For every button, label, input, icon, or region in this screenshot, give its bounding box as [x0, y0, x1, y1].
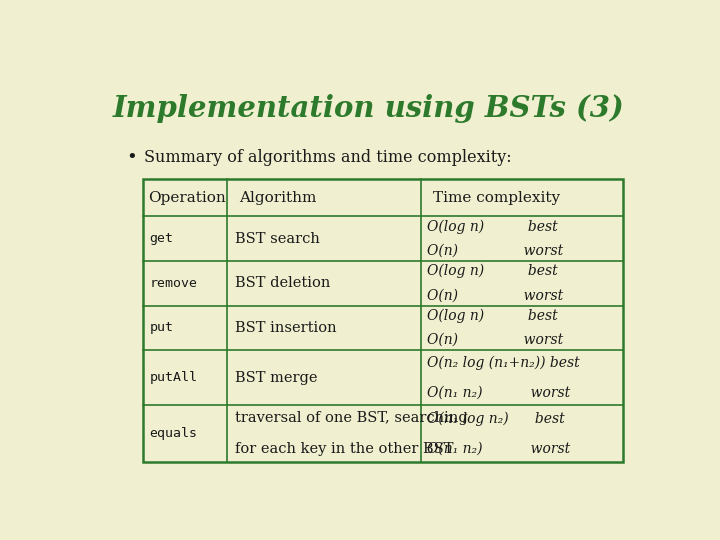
Text: O(log n)          best: O(log n) best — [428, 264, 558, 279]
Text: O(log n)          best: O(log n) best — [428, 219, 558, 234]
Text: Algorithm: Algorithm — [238, 191, 316, 205]
Text: for each key in the other BST: for each key in the other BST — [235, 442, 454, 456]
Text: Operation: Operation — [148, 191, 226, 205]
Text: O(log n)          best: O(log n) best — [428, 309, 558, 323]
Text: BST insertion: BST insertion — [235, 321, 336, 335]
Text: O(n)               worst: O(n) worst — [428, 288, 564, 302]
Text: putAll: putAll — [150, 372, 198, 384]
Text: equals: equals — [150, 427, 198, 440]
Text: BST deletion: BST deletion — [235, 276, 330, 291]
Text: get: get — [150, 232, 174, 245]
Text: O(n₁ n₂)           worst: O(n₁ n₂) worst — [428, 386, 571, 400]
Text: Time complexity: Time complexity — [433, 191, 561, 205]
Text: Implementation using BSTs (3): Implementation using BSTs (3) — [113, 94, 625, 123]
Text: •: • — [126, 148, 137, 166]
Text: O(n₁ n₂)           worst: O(n₁ n₂) worst — [428, 442, 571, 456]
Text: BST search: BST search — [235, 232, 320, 246]
Text: O(n)               worst: O(n) worst — [428, 333, 564, 347]
Text: remove: remove — [150, 277, 198, 290]
Text: put: put — [150, 321, 174, 334]
Text: traversal of one BST, searching: traversal of one BST, searching — [235, 411, 467, 426]
Text: O(n₂ log (n₁+n₂)) best: O(n₂ log (n₁+n₂)) best — [428, 356, 580, 370]
Text: O(n)               worst: O(n) worst — [428, 244, 564, 258]
Text: Summary of algorithms and time complexity:: Summary of algorithms and time complexit… — [144, 148, 512, 166]
Text: O(n₁ log n₂)      best: O(n₁ log n₂) best — [428, 411, 565, 426]
Text: BST merge: BST merge — [235, 371, 318, 385]
Bar — [143, 179, 623, 462]
